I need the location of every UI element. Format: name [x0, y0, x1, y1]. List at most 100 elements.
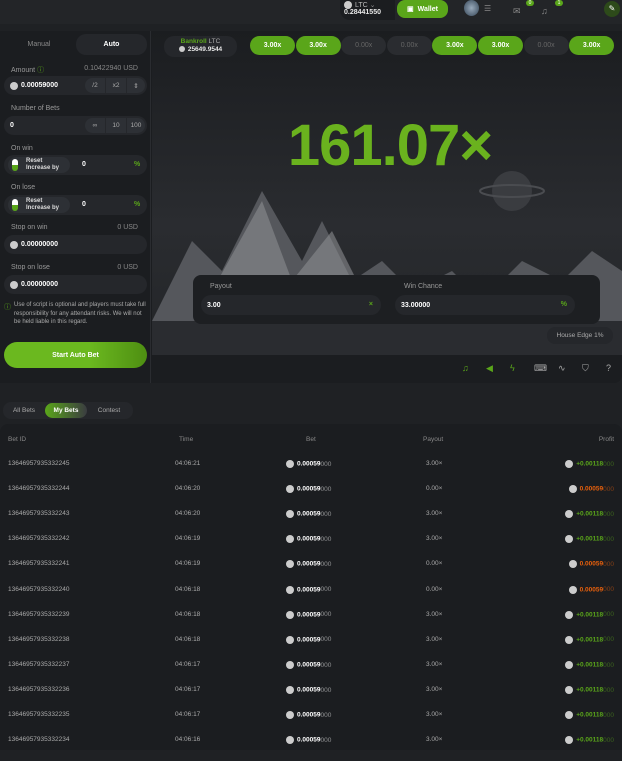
- ltc-coin-icon: [565, 635, 574, 644]
- bet-profit-tail: 000: [603, 561, 614, 569]
- bet-profit-value: +0.00118: [576, 661, 604, 669]
- bet-id: 13646957935332244: [8, 485, 70, 493]
- bet-payout: 3.00×: [426, 736, 443, 744]
- bell-icon[interactable]: ♫: [541, 6, 548, 16]
- recent-result-chip[interactable]: 0.00x: [523, 36, 569, 55]
- ltc-coin-icon: [286, 660, 294, 669]
- bet-payout: 3.00×: [426, 535, 443, 543]
- half-button[interactable]: /2: [85, 78, 105, 93]
- avatar[interactable]: [464, 0, 479, 16]
- on-lose-value[interactable]: 0: [82, 201, 86, 208]
- table-row[interactable]: 13646957935332244 04:06:20 0.00059000 0.…: [0, 485, 622, 510]
- bet-payout: 0.00×: [426, 560, 443, 568]
- table-row[interactable]: 13646957935332237 04:06:17 0.00059000 3.…: [0, 660, 622, 686]
- keyboard-icon[interactable]: ⌨: [534, 363, 547, 373]
- warning-icon: ⓘ: [4, 304, 11, 311]
- table-row[interactable]: 13646957935332238 04:06:18 0.00059000 3.…: [0, 635, 622, 661]
- bet-id: 13646957935332238: [8, 635, 70, 643]
- ltc-coin-icon: [565, 460, 574, 468]
- bet-profit-value: +0.00118: [576, 686, 604, 694]
- bet-id: 13646957935332242: [8, 535, 70, 543]
- lightning-icon[interactable]: ϟ: [510, 363, 515, 373]
- bet-amount-tail: 000: [320, 561, 332, 569]
- ltc-coin-icon: [565, 711, 574, 719]
- chat-icon[interactable]: ✎: [604, 1, 620, 17]
- help-icon[interactable]: ?: [606, 363, 612, 373]
- bet-payout: 3.00×: [426, 510, 443, 518]
- multiplier-icon: ×: [368, 301, 373, 308]
- number-of-bets-input[interactable]: 0 ∞ 10 100: [4, 116, 147, 135]
- bet-time: 04:06:17: [175, 711, 201, 718]
- recent-result-chip[interactable]: 3.00x: [295, 36, 341, 55]
- bet-profit-tail: 000: [603, 636, 614, 644]
- recent-result-chip[interactable]: 3.00x: [432, 36, 478, 55]
- music-icon[interactable]: ♫: [462, 363, 469, 373]
- bet-profit-value: +0.00118: [576, 636, 604, 644]
- ten-button[interactable]: 10: [106, 118, 126, 133]
- payout-label: Payout: [210, 283, 232, 290]
- ltc-coin-icon: [286, 485, 294, 494]
- table-row[interactable]: 13646957935332234 04:06:16 0.00059000 3.…: [0, 736, 622, 761]
- recent-result-chip[interactable]: 0.00x: [386, 36, 432, 55]
- table-row[interactable]: 13646957935332235 04:06:17 0.00059000 3.…: [0, 711, 622, 736]
- bet-amount: 0.00059000: [286, 660, 331, 669]
- table-row[interactable]: 13646957935332239 04:06:18 0.00059000 3.…: [0, 610, 622, 636]
- stop-lose-input[interactable]: 0.00000000: [4, 275, 147, 294]
- stats-icon[interactable]: ∿: [558, 363, 566, 373]
- bet-payout: 3.00×: [426, 685, 443, 693]
- recent-result-chip[interactable]: 3.00x: [569, 36, 615, 55]
- sound-icon[interactable]: ◀: [486, 363, 493, 373]
- mail-badge: 0: [526, 0, 534, 6]
- bet-amount-value: 0.00059: [297, 485, 321, 493]
- recent-result-chip[interactable]: 0.00x: [341, 36, 387, 55]
- table-row[interactable]: 13646957935332245 04:06:21 0.00059000 3.…: [0, 460, 622, 485]
- on-win-toggle[interactable]: Reset Increase by: [8, 157, 70, 173]
- table-row[interactable]: 13646957935332242 04:06:19 0.00059000 3.…: [0, 535, 622, 560]
- tab-manual[interactable]: Manual: [27, 41, 51, 48]
- bet-profit-value: +0.00118: [576, 711, 604, 719]
- amount-input[interactable]: 0.00059000 /2 x2 ⇕: [4, 76, 147, 95]
- bet-profit-tail: 000: [603, 611, 614, 619]
- ltc-coin-icon: [565, 660, 574, 669]
- tab-contest[interactable]: Contest: [97, 407, 121, 414]
- recent-result-chip[interactable]: 3.00x: [250, 36, 295, 55]
- table-row[interactable]: 13646957935332243 04:06:20 0.00059000 3.…: [0, 510, 622, 535]
- infinite-button[interactable]: ∞: [85, 118, 105, 133]
- stop-win-input[interactable]: 0.00000000: [4, 235, 147, 254]
- bet-amount-tail: 000: [320, 636, 332, 644]
- win-chance-label: Win Chance: [404, 283, 443, 290]
- toggle-knob: [12, 159, 18, 171]
- on-win-value[interactable]: 0: [82, 161, 86, 168]
- bet-time: 04:06:19: [175, 560, 201, 568]
- tab-auto[interactable]: Auto: [76, 34, 147, 55]
- start-auto-bet-button[interactable]: Start Auto Bet: [4, 342, 147, 368]
- bet-profit-tail: 000: [603, 510, 614, 518]
- mail-icon[interactable]: ✉: [513, 6, 521, 16]
- bet-amount-tail: 000: [320, 586, 332, 594]
- balance-selector[interactable]: LTC ⌄ 0.28441550: [340, 0, 395, 20]
- table-row[interactable]: 13646957935332240 04:06:18 0.00059000 0.…: [0, 585, 622, 611]
- stop-win-value: 0.00000000: [21, 241, 58, 248]
- bets-tabs: All Bets My Bets Contest: [3, 402, 133, 419]
- menu-icon[interactable]: ☰: [484, 4, 492, 13]
- fairness-icon[interactable]: ⛉: [582, 363, 589, 373]
- tab-all-bets[interactable]: All Bets: [12, 407, 36, 414]
- win-chance-input[interactable]: 33.00000%: [395, 295, 575, 315]
- double-button[interactable]: x2: [106, 78, 126, 93]
- info-icon: ⓘ: [37, 67, 45, 74]
- hundred-button[interactable]: 100: [127, 118, 145, 133]
- payout-input[interactable]: 3.00 ×: [201, 295, 381, 315]
- table-row[interactable]: 13646957935332241 04:06:19 0.00059000 0.…: [0, 560, 622, 585]
- wallet-button[interactable]: ▣ Wallet: [397, 0, 448, 18]
- on-lose-toggle[interactable]: Reset Increase by: [8, 197, 70, 213]
- bankroll-value: 25649.9544: [187, 46, 223, 53]
- bet-id: 13646957935332234: [8, 736, 70, 744]
- table-row[interactable]: 13646957935332236 04:06:17 0.00059000 3.…: [0, 685, 622, 711]
- stop-lose-value: 0.00000000: [21, 281, 58, 288]
- stepper-icon[interactable]: ⇕: [127, 78, 145, 93]
- bet-profit: +0.00118000: [565, 610, 614, 619]
- bet-amount-tail: 000: [320, 460, 332, 468]
- tab-my-bets[interactable]: My Bets: [45, 403, 87, 418]
- recent-result-chip[interactable]: 3.00x: [478, 36, 523, 55]
- ltc-coin-icon: [286, 711, 294, 719]
